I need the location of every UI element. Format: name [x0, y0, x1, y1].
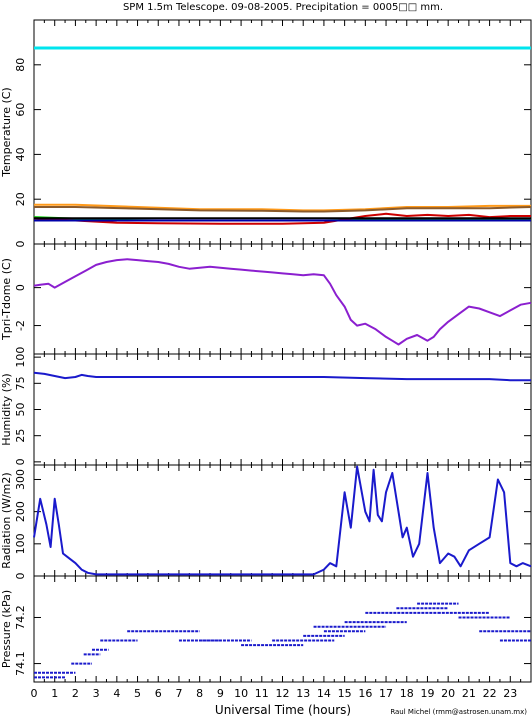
series-line-0 [33, 371, 531, 382]
y-axis-title: Humidity (%) [0, 373, 13, 445]
series-line-0 [33, 465, 532, 576]
x-tick-label: 3 [93, 687, 100, 700]
y-axis-title: Pressure (kPa) [0, 590, 13, 668]
x-tick-label: 17 [379, 687, 393, 700]
y-tick-label: 0 [14, 284, 27, 291]
y-tick-label: 74.2 [14, 605, 27, 630]
x-tick-label: 23 [503, 687, 517, 700]
x-tick-label: 6 [155, 687, 162, 700]
x-tick-label: 8 [196, 687, 203, 700]
x-tick-label: 7 [175, 687, 182, 700]
panel-frame [33, 575, 532, 683]
panel-0: 0 20 40 60 80 Temperature (C) [0, 19, 532, 248]
y-tick-label: 75 [14, 376, 27, 390]
y-axis-title: Temperature (C) [0, 87, 13, 177]
y-tick-label: 100 [14, 533, 27, 554]
y-tick-label: 40 [14, 147, 27, 161]
x-tick-label: 0 [31, 687, 38, 700]
series-line-4 [33, 212, 531, 225]
y-tick-label: 74.1 [14, 651, 27, 676]
y-tick-label: 300 [14, 469, 27, 490]
series-line-2 [34, 206, 532, 213]
x-tick-label: 13 [296, 687, 310, 700]
x-tick-label: 22 [483, 687, 497, 700]
x-axis-title: Universal Time (hours) [215, 703, 351, 717]
x-tick-label: 11 [255, 687, 269, 700]
x-tick-label: 20 [441, 687, 455, 700]
author-credit: Raul Michel (rmm@astrosen.unam.mx) [390, 708, 527, 716]
x-tick-label: 21 [462, 687, 476, 700]
series-line-1 [34, 203, 531, 212]
x-tick-label: 2 [72, 687, 79, 700]
x-tick-label: 10 [234, 687, 248, 700]
x-tick-label: 15 [338, 687, 352, 700]
y-tick-label: 100 [14, 347, 27, 368]
y-tick-label: -2 [14, 320, 27, 331]
y-tick-label: 200 [14, 501, 27, 522]
panel-frame [33, 353, 532, 466]
y-tick-label: 25 [14, 429, 27, 443]
y-axis-title: Radiation (W/m2) [0, 472, 13, 568]
chart-title: SPM 1.5m Telescope. 09-08-2005. Precipit… [123, 2, 443, 13]
panel-frame [33, 243, 532, 355]
x-tick-label: 5 [134, 687, 141, 700]
y-tick-label: 20 [14, 192, 27, 206]
x-tick-label: 4 [113, 687, 120, 700]
y-tick-label: 0 [14, 241, 27, 248]
x-tick-label: 1 [51, 687, 58, 700]
x-tick-label: 16 [358, 687, 372, 700]
x-tick-label: 18 [400, 687, 414, 700]
y-tick-label: 0 [14, 458, 27, 465]
y-axis-title: Tpri-Tdome (C) [0, 258, 13, 341]
y-tick-label: 60 [14, 103, 27, 117]
y-tick-label: 0 [14, 573, 27, 580]
x-tick-label: 9 [217, 687, 224, 700]
x-tick-label: 12 [276, 687, 290, 700]
y-tick-label: 80 [14, 58, 27, 72]
y-tick-label: 50 [14, 403, 27, 417]
x-tick-label: 14 [317, 687, 331, 700]
series-line-0 [33, 258, 532, 346]
x-tick-labels: 0 1 2 3 4 5 6 7 8 9 10 11 12 13 14 15 16 17 18 19 20 21 22 23 [31, 687, 518, 700]
x-tick-label: 19 [420, 687, 434, 700]
